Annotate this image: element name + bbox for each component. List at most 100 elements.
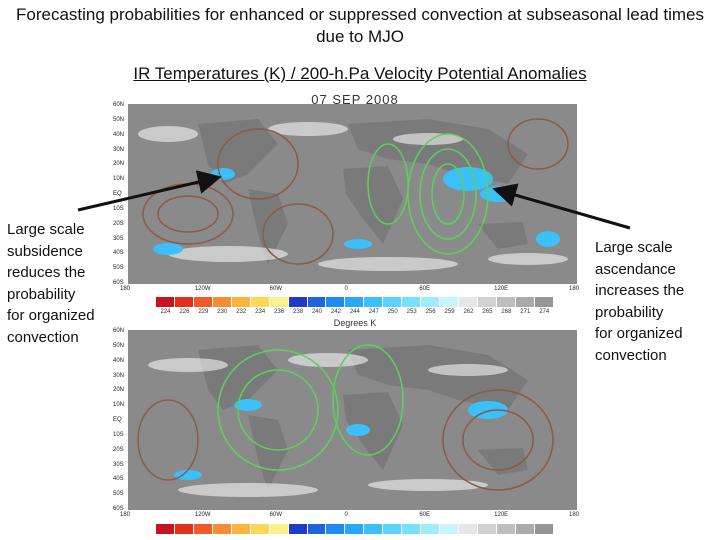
colorbar-top bbox=[156, 297, 554, 307]
colorbar-swatch bbox=[496, 524, 516, 534]
left-annotation: Large scale subsidence reduces the proba… bbox=[7, 219, 117, 348]
colorbar-swatch bbox=[459, 524, 478, 534]
right-annotation-line: probability bbox=[595, 303, 664, 321]
right-annotation-line: Large scale bbox=[595, 239, 673, 256]
right-annotation-line: for organized bbox=[595, 325, 683, 342]
colorbar-swatch bbox=[212, 297, 232, 307]
colorbar-swatch bbox=[288, 297, 308, 307]
colorbar-swatch bbox=[515, 297, 535, 307]
longitude-label: 180 bbox=[120, 512, 131, 518]
colorbar-swatch bbox=[383, 524, 403, 534]
cloud-field bbox=[148, 353, 508, 497]
colorbar-swatch bbox=[156, 524, 175, 534]
colorbar-swatch bbox=[307, 297, 327, 307]
longitude-label: 180 bbox=[569, 286, 580, 292]
figure-subtitle: IR Temperatures (K) / 200-h.Pa Velocity … bbox=[133, 64, 587, 83]
right-annotation-line: ascendance bbox=[595, 260, 676, 278]
convection-cells bbox=[174, 399, 508, 480]
ascent-contours bbox=[367, 133, 489, 255]
colorbar-swatch bbox=[250, 524, 270, 534]
colorbar-swatch bbox=[212, 524, 232, 534]
colorbar-swatch bbox=[269, 297, 289, 307]
colorbar-swatch bbox=[364, 297, 384, 307]
left-arrow bbox=[77, 170, 222, 212]
colorbar-swatch bbox=[174, 524, 194, 534]
latitude-label: 40N bbox=[113, 131, 125, 138]
colorbar-tick-label: 250 bbox=[387, 309, 398, 315]
latitude-label: 10N bbox=[113, 402, 125, 409]
right-arrow bbox=[492, 183, 631, 230]
colorbar-swatch bbox=[459, 297, 478, 307]
latitude-label: 60S bbox=[113, 506, 124, 512]
colorbar-swatch bbox=[383, 297, 403, 307]
colorbar-title: Degrees K bbox=[333, 318, 377, 328]
right-annotation: Large scale ascendance increases the pro… bbox=[595, 237, 705, 366]
longitude-label: 60W bbox=[269, 286, 282, 292]
colorbar-tick-label: 232 bbox=[236, 309, 247, 315]
colorbar-swatch bbox=[402, 297, 422, 307]
latitude-label: 40S bbox=[113, 476, 124, 483]
longitude-label: 60W bbox=[269, 512, 282, 518]
colorbar-swatch bbox=[193, 524, 213, 534]
colorbar-swatch bbox=[496, 297, 516, 307]
colorbar-tick-label: 274 bbox=[539, 309, 550, 315]
colorbar-swatch bbox=[231, 297, 251, 307]
right-annotation-line: convection bbox=[595, 346, 667, 364]
colorbar-swatch bbox=[269, 524, 289, 534]
colorbar-swatch bbox=[421, 524, 441, 534]
latitude-label: 20N bbox=[113, 387, 125, 394]
colorbar-swatch bbox=[534, 297, 554, 307]
longitude-label: 120E bbox=[494, 512, 509, 518]
colorbar-tick-label: 244 bbox=[349, 309, 360, 315]
colorbar-swatch bbox=[477, 524, 497, 534]
colorbar-tick-label: 253 bbox=[406, 309, 417, 315]
top-map-canvas bbox=[138, 118, 569, 271]
latitude-label: EQ bbox=[113, 417, 122, 423]
colorbar-swatch bbox=[193, 297, 213, 307]
latitude-label: 50N bbox=[113, 342, 125, 349]
longitude-label: 60E bbox=[419, 512, 431, 518]
colorbar-tick-label: 259 bbox=[444, 309, 455, 315]
latitude-label: 50N bbox=[113, 116, 125, 123]
cloud-field bbox=[138, 122, 568, 271]
latitude-label: 60S bbox=[113, 280, 124, 286]
longitude-label: 120W bbox=[194, 512, 211, 518]
colorbar-swatch bbox=[421, 297, 441, 307]
colorbar-tick-label: 226 bbox=[179, 309, 190, 315]
colorbar-swatch bbox=[440, 524, 459, 534]
colorbar-tick-label: 265 bbox=[482, 309, 493, 315]
colorbar-tick-label: 262 bbox=[463, 309, 474, 315]
colorbar-swatch bbox=[326, 297, 346, 307]
colorbar-swatch bbox=[402, 524, 422, 534]
left-annotation-line: Large scale bbox=[7, 221, 85, 238]
colorbar-tick-label: 247 bbox=[368, 309, 379, 315]
colorbar-tick-label: 271 bbox=[520, 309, 531, 315]
left-annotation-line: convection bbox=[7, 328, 79, 346]
longitude-label: 60E bbox=[419, 286, 431, 292]
colorbar-tick-label: 229 bbox=[198, 309, 209, 315]
bottom-ir-map bbox=[128, 330, 577, 510]
longitude-label: 120E bbox=[494, 286, 509, 292]
longitude-label: 180 bbox=[569, 512, 580, 518]
latitude-label: 60N bbox=[113, 328, 125, 334]
colorbar-swatch bbox=[440, 297, 459, 307]
colorbar-tick-label: 238 bbox=[293, 309, 304, 315]
latitude-label: 30N bbox=[113, 146, 125, 153]
left-annotation-line: reduces the bbox=[7, 264, 86, 281]
colorbar-swatch bbox=[326, 524, 346, 534]
latitude-label: 20S bbox=[113, 446, 124, 453]
colorbar-swatch bbox=[477, 297, 497, 307]
colorbar-top-ticks: 224 226 229 230 232 234 236 238 240 242 244 247 250 2… bbox=[156, 309, 554, 315]
colorbar-swatch bbox=[307, 524, 327, 534]
latitude-label: 50S bbox=[113, 265, 124, 272]
latitude-label: 30N bbox=[113, 372, 125, 379]
latitude-label: 60N bbox=[113, 102, 125, 108]
colorbar-swatch bbox=[288, 524, 308, 534]
right-annotation-line: increases the bbox=[595, 282, 685, 299]
longitude-label: 180 bbox=[120, 286, 131, 292]
left-annotation-line: subsidence bbox=[7, 242, 83, 260]
latitude-label: 10S bbox=[113, 205, 124, 212]
colorbar-swatch bbox=[364, 524, 384, 534]
latitude-label: 50S bbox=[113, 491, 124, 498]
